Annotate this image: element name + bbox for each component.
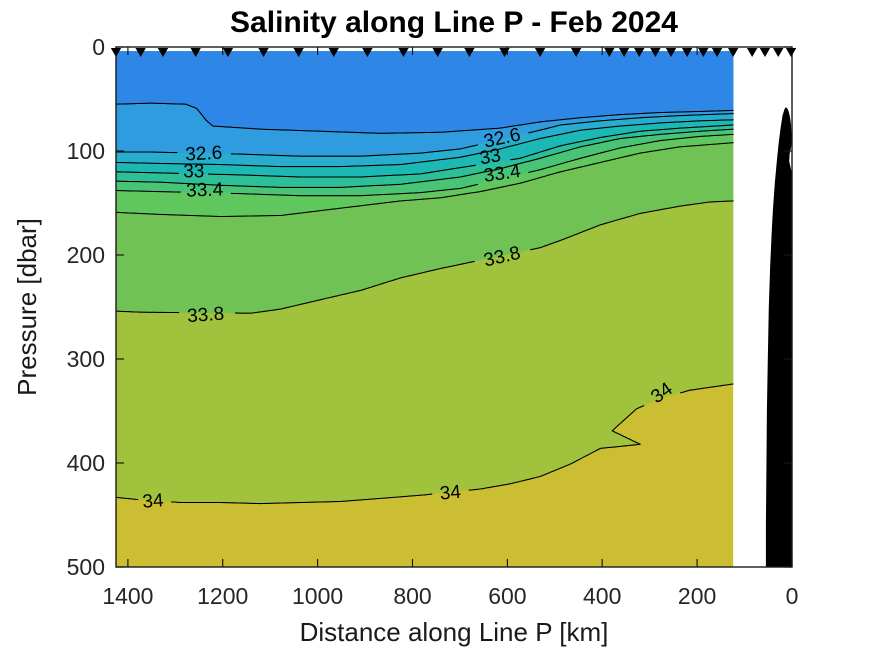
contour-label-33.4: 33.4 (482, 161, 522, 187)
station-marker (222, 48, 234, 57)
axes-frame-and-ticks: 1400 1200 1000 800 600 400 200 0 0 100 200 300 400 50… (67, 34, 799, 609)
x-tick-label: 1200 (197, 583, 248, 609)
station-marker (698, 48, 709, 57)
contour-label-33: 33 (478, 145, 502, 169)
contour-label-32.6: 32.6 (185, 143, 223, 166)
station-marker (258, 48, 269, 57)
contour-label-33: 33 (183, 161, 204, 182)
x-axis-label: Distance along Line P [km] (300, 617, 609, 647)
contour-line-33.4 (115, 133, 734, 197)
y-tick-label: 200 (67, 242, 105, 268)
station-marker (746, 48, 758, 57)
bathymetry-shape (765, 107, 792, 568)
contour-line-33 (115, 124, 734, 178)
station-marker (711, 48, 723, 57)
y-tick-label: 400 (67, 450, 105, 476)
station-marker (398, 48, 409, 57)
station-marker (727, 48, 739, 57)
y-tick-label: 500 (67, 554, 105, 580)
x-tick-label: 400 (583, 583, 621, 609)
x-tick-label: 600 (488, 583, 526, 609)
plot-title: Salinity along Line P - Feb 2024 (230, 6, 678, 39)
station-marker (634, 48, 645, 57)
station-marker (534, 48, 546, 57)
contour-line-33.8 (115, 200, 734, 314)
y-tick-label: 300 (67, 346, 105, 372)
station-marker (604, 48, 615, 57)
station-marker (328, 48, 339, 57)
contour-label-33.4: 33.4 (186, 179, 224, 201)
station-marker (362, 48, 373, 57)
station-markers (110, 48, 797, 57)
contour-label-33.8: 33.8 (187, 304, 225, 328)
station-marker (681, 48, 693, 57)
x-tick-label: 1000 (292, 583, 343, 609)
contour-line-34 (115, 383, 734, 505)
bathymetry-silhouette (765, 107, 792, 568)
x-tick-label: 1400 (102, 583, 153, 609)
station-marker (499, 48, 510, 57)
x-tick-label: 0 (786, 583, 799, 609)
x-tick-label: 800 (393, 583, 431, 609)
contour-label-34: 34 (439, 482, 462, 505)
station-marker (759, 48, 771, 57)
station-marker (618, 48, 630, 57)
station-marker (650, 48, 661, 57)
station-marker (773, 48, 784, 57)
station-marker (570, 48, 582, 57)
contour-line-32.8 (115, 119, 734, 168)
contour-lines (115, 102, 734, 505)
station-marker (665, 48, 677, 57)
y-tick-label: 0 (92, 34, 105, 60)
station-marker (110, 48, 122, 57)
station-marker (785, 48, 797, 57)
band-above-32.4 (116, 51, 734, 134)
contour-label-34: 34 (142, 490, 165, 512)
station-marker (432, 48, 443, 57)
plot-frame (115, 46, 793, 568)
y-tick-label: 100 (67, 138, 105, 164)
station-marker (190, 48, 201, 57)
station-marker (135, 48, 146, 57)
x-tick-label: 200 (678, 583, 716, 609)
y-axis-label: Pressure [dbar] (12, 218, 42, 396)
contour-line-33.2 (115, 128, 734, 188)
station-marker (464, 48, 475, 57)
station-marker (293, 48, 304, 57)
contour-line-32.4 (115, 102, 734, 134)
contour-line-33.6 (115, 142, 734, 218)
contour-line-32.6 (115, 113, 734, 157)
station-marker (157, 48, 169, 57)
